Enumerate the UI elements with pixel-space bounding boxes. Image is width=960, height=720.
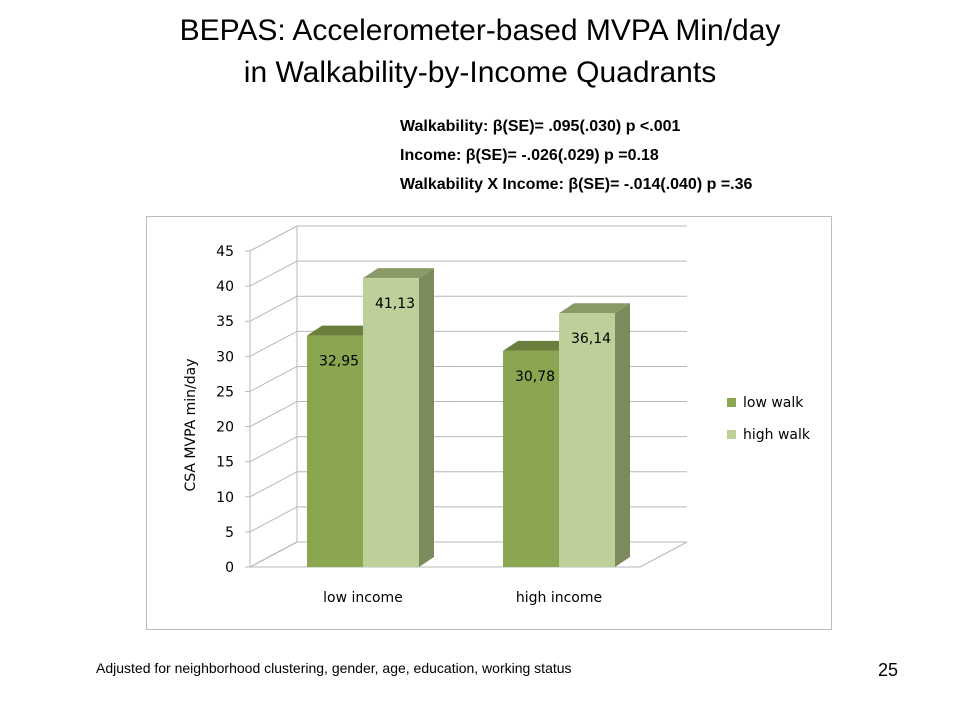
gridline-diagonal bbox=[249, 471, 298, 498]
bar-top bbox=[307, 325, 378, 336]
title-line-1: BEPAS: Accelerometer-based MVPA Min/day bbox=[179, 14, 781, 47]
footnote: Adjusted for neighborhood clustering, ge… bbox=[96, 660, 572, 676]
y-axis-title: CSA MVPA min/day bbox=[183, 358, 199, 491]
y-tick-label: 0 bbox=[225, 560, 234, 576]
regression-stats: Walkability: β(SE)= .095(.030) p <.001 I… bbox=[400, 112, 752, 199]
data-label: 41,13 bbox=[375, 296, 415, 312]
legend-label: low walk bbox=[743, 395, 804, 411]
bar-side bbox=[419, 268, 434, 567]
bar-chart: 0 5 10 15 20 25 30 35 40 45 32,95 41,13 low income 30… bbox=[183, 225, 811, 606]
bar-side bbox=[615, 303, 630, 567]
legend-label: high walk bbox=[743, 427, 811, 443]
y-tick-label: 5 bbox=[225, 525, 234, 541]
gridline-diagonal bbox=[249, 225, 298, 252]
x-tick-label: low income bbox=[323, 590, 403, 606]
gridline-diagonal bbox=[249, 541, 298, 568]
bar-top bbox=[363, 268, 434, 279]
y-tick-label: 45 bbox=[216, 244, 234, 260]
bar-top bbox=[559, 303, 630, 314]
gridline-diagonal bbox=[249, 366, 298, 392]
y-tick-label: 35 bbox=[216, 314, 234, 330]
y-tick-label: 25 bbox=[216, 384, 234, 400]
slide-title: BEPAS: Accelerometer-based MVPA Min/day … bbox=[0, 10, 960, 94]
y-tick-label: 20 bbox=[216, 420, 234, 436]
gridline-diagonal bbox=[249, 260, 298, 287]
data-label: 30,78 bbox=[515, 369, 555, 385]
y-tick-label: 40 bbox=[216, 279, 234, 295]
bar-top bbox=[503, 340, 574, 351]
chart-frame: 0 5 10 15 20 25 30 35 40 45 32,95 41,13 low income 30… bbox=[146, 216, 832, 630]
page-number: 25 bbox=[878, 660, 899, 680]
bar bbox=[363, 278, 419, 567]
y-tick-label: 30 bbox=[216, 349, 234, 365]
stat-interaction: Walkability X Income: β(SE)= -.014(.040)… bbox=[400, 176, 753, 193]
bar bbox=[503, 350, 559, 567]
legend-swatch bbox=[727, 398, 736, 407]
title-line-2: in Walkability-by-Income Quadrants bbox=[243, 56, 717, 89]
bar bbox=[559, 313, 615, 567]
stat-walkability: Walkability: β(SE)= .095(.030) p <.001 bbox=[400, 118, 681, 135]
bar bbox=[307, 335, 363, 567]
x-tick-label: high income bbox=[516, 590, 602, 606]
y-tick-label: 15 bbox=[216, 455, 234, 471]
data-label: 36,14 bbox=[571, 331, 611, 347]
gridline-diagonal bbox=[249, 295, 298, 322]
gridline-diagonal bbox=[249, 506, 298, 533]
legend-swatch bbox=[727, 430, 736, 439]
gridline-diagonal bbox=[249, 436, 298, 463]
y-tick-label: 10 bbox=[216, 490, 234, 506]
stat-income: Income: β(SE)= -.026(.029) p =0.18 bbox=[400, 147, 659, 164]
gridline-diagonal bbox=[249, 401, 298, 427]
floor-right-edge bbox=[639, 541, 688, 568]
data-label: 32,95 bbox=[319, 354, 359, 370]
gridline-diagonal bbox=[249, 330, 298, 357]
